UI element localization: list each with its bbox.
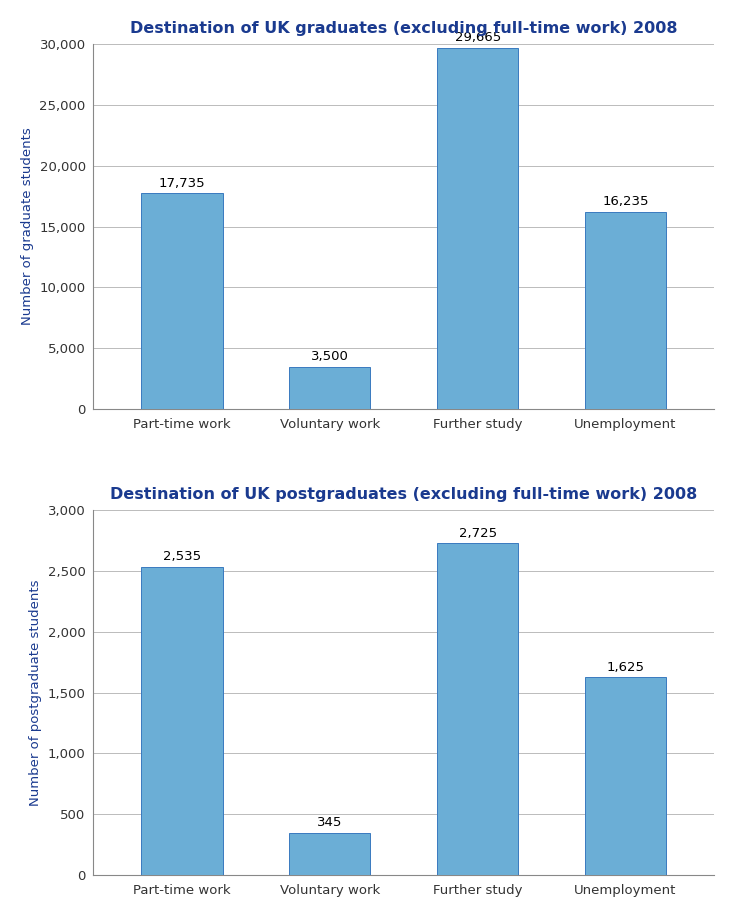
Text: 29,665: 29,665: [454, 31, 501, 44]
Bar: [585, 677, 666, 875]
Bar: [585, 211, 666, 409]
Bar: [289, 366, 370, 409]
Text: 3,500: 3,500: [311, 350, 348, 363]
Text: 17,735: 17,735: [159, 176, 205, 190]
Text: 2,535: 2,535: [163, 550, 201, 563]
Bar: [141, 194, 223, 409]
Text: 2,725: 2,725: [459, 527, 497, 540]
Text: 16,235: 16,235: [602, 195, 649, 207]
Bar: [437, 48, 518, 409]
Text: 1,625: 1,625: [606, 661, 645, 674]
Y-axis label: Number of graduate students: Number of graduate students: [21, 128, 34, 326]
Bar: [289, 834, 370, 875]
Text: 345: 345: [317, 816, 343, 830]
Bar: [437, 543, 518, 875]
Title: Destination of UK graduates (excluding full-time work) 2008: Destination of UK graduates (excluding f…: [130, 21, 678, 36]
Y-axis label: Number of postgraduate students: Number of postgraduate students: [29, 579, 42, 806]
Bar: [141, 566, 223, 875]
Title: Destination of UK postgraduates (excluding full-time work) 2008: Destination of UK postgraduates (excludi…: [110, 487, 698, 502]
